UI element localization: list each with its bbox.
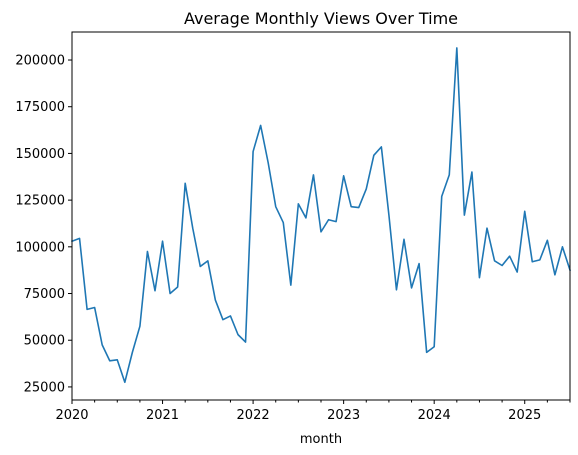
plot-frame	[71, 31, 571, 401]
y-tick-label: 150000	[15, 147, 65, 162]
y-tick-label: 100000	[15, 240, 65, 255]
y-axis: 25000 50000 75000 100000 125000 150000 175000 2…	[15, 54, 72, 395]
y-tick-label: 50000	[24, 334, 65, 349]
series-group	[70, 47, 572, 384]
series-line	[70, 47, 572, 384]
y-tick-label: 75000	[24, 287, 65, 302]
x-tick-label: 2023	[327, 408, 360, 423]
x-tick-label: 2024	[418, 408, 451, 423]
y-tick-label: 200000	[15, 54, 65, 69]
x-tick-label: 2022	[237, 408, 270, 423]
x-tick-label: 2021	[146, 408, 179, 423]
x-axis-title: month	[300, 432, 342, 447]
y-tick-label: 25000	[24, 380, 65, 395]
x-axis: 2020 2021 2022 2023 2024 2025	[55, 400, 571, 423]
chart-title: Average Monthly Views Over Time	[184, 9, 458, 28]
y-tick-label: 175000	[15, 100, 65, 115]
y-tick-label: 125000	[15, 194, 65, 209]
x-tick-label: 2025	[508, 408, 541, 423]
x-tick-label: 2020	[55, 408, 88, 423]
